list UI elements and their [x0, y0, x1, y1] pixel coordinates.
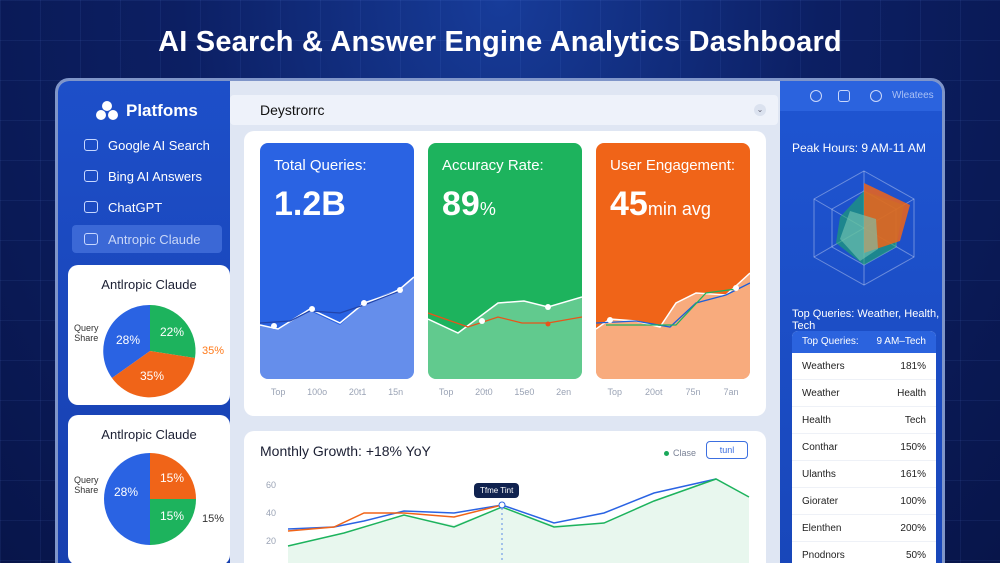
query-share-pie-chart [104, 453, 196, 545]
pie-value-orange: 35% [140, 369, 165, 383]
query-share-label: Query Share [74, 323, 99, 343]
peak-hours-radar-chart [813, 170, 915, 286]
pie-slice-orange [150, 453, 196, 499]
growth-title: Monthly Growth: +18% YoY [260, 443, 431, 459]
pie-slice-green [150, 499, 196, 545]
right-panel: Wleatees Peak Hours: 9 AM-11 AM Top Quer… [780, 81, 942, 563]
chevron-down-icon[interactable]: ⌄ [754, 104, 766, 116]
growth-filter-button[interactable]: tunl [706, 441, 748, 459]
right-panel-header-label: Wleatees [892, 90, 934, 101]
table-row[interactable]: Weather Health [792, 380, 936, 407]
platforms-logo-icon [96, 101, 118, 121]
pie-value-blue: 28% [116, 333, 141, 347]
sidebar-item-label: Bing AI Answers [108, 168, 202, 184]
kpi-label: Total Queries: [274, 157, 367, 174]
pie-card-title: Antlropic Claude [101, 427, 197, 442]
kpi-card-accuracy-rate[interactable]: Accuracy Rate: 89% [428, 143, 582, 379]
kpi-panel: Total Queries: 1.2B Accuracy Rate: 89% [244, 131, 766, 416]
dashboard-selector[interactable]: Deystrorrc ⌄ [230, 95, 778, 125]
kpi-label: User Engagement: [610, 157, 736, 174]
kpi-sparkline [260, 276, 414, 379]
sidebar-header: Platfoms [96, 101, 198, 121]
query-share-pie-card: Antlropic Claude Query Share 28% 22% 35%… [68, 265, 230, 405]
kpi-x-ticks: Top 20t0 15e0 2en [438, 387, 572, 397]
kpi-sparkline [596, 272, 750, 379]
right-panel-toolbar: Wleatees [780, 81, 942, 111]
kpi-sparkline [428, 296, 582, 379]
pie-slice-blue [104, 453, 150, 545]
top-queries-title: Top Queries: Weather, Health, Tech [792, 308, 940, 332]
table-row[interactable]: Giorater 100% [792, 488, 936, 515]
sidebar-item-google-ai-search[interactable]: Google AI Search [72, 131, 222, 159]
pie-value-orange: 15% [160, 471, 185, 485]
growth-line-chart [287, 478, 750, 563]
sidebar-item-label: Antropic Claude [108, 231, 201, 247]
dashboard-selector-label: Deystrorrc [260, 102, 325, 118]
monthly-growth-panel: Monthly Growth: +18% YoY Clase tunl 60 40… [244, 431, 766, 563]
settings-icon[interactable] [870, 90, 882, 102]
sidebar-item-chatgpt[interactable]: ChatGPT [72, 193, 222, 221]
document-icon [84, 233, 98, 245]
globe-icon[interactable] [810, 90, 822, 102]
page-title: AI Search & Answer Engine Analytics Dash… [158, 26, 842, 58]
growth-y-ticks: 6040200 [266, 480, 277, 546]
kpi-x-ticks: Top 20ot 75n 7an [607, 387, 739, 397]
pie-value-green: 15% [160, 509, 185, 523]
table-row[interactable]: Conthar 150% [792, 434, 936, 461]
kpi-value: 1.2B [274, 185, 346, 223]
peak-hours-title: Peak Hours: 9 AM-11 AM [792, 141, 926, 155]
pie-slice-green [150, 305, 196, 358]
kpi-x-ticks: Top 100o 20t1 15n [270, 387, 404, 397]
table-row[interactable]: Weathers 181% [792, 353, 936, 380]
sidebar-item-label: ChatGPT [108, 199, 163, 215]
sidebar-item-antropic-claude[interactable]: Antropic Claude [72, 225, 222, 253]
notification-icon[interactable] [838, 90, 850, 102]
pie-value-blue: 28% [114, 485, 139, 499]
sidebar-title: Platfoms [126, 101, 198, 120]
query-share-pie-chart [103, 304, 196, 398]
pie-card-title: Antlropic Claude [101, 277, 197, 292]
query-share-pie-card: Antlropic Claude Query Share 28% 15% 15%… [68, 415, 230, 563]
sidebar: Platfoms Google AI Search Bing AI Answer… [58, 81, 230, 563]
kpi-label: Accuracy Rate: [442, 157, 544, 174]
sidebar-item-bing-ai-answers[interactable]: Bing AI Answers [72, 162, 222, 190]
table-row[interactable]: Health Tech [792, 407, 936, 434]
growth-tooltip: Tfme Tint [474, 483, 520, 498]
pie-outside-label: 15% [202, 513, 225, 525]
table-header: Top Queries: 9 AM–Tech [792, 331, 936, 353]
kpi-value: 89% [442, 185, 496, 223]
dashboard-window: Platfoms Google AI Search Bing AI Answer… [55, 78, 945, 563]
top-queries-table: Top Queries: 9 AM–Tech Weathers 181% Weath… [792, 331, 936, 563]
chat-icon [84, 201, 98, 213]
sidebar-item-label: Google AI Search [108, 137, 210, 153]
message-icon [84, 139, 98, 151]
table-row[interactable]: Pnodnors 50% [792, 542, 936, 563]
table-row[interactable]: Elenthen 200% [792, 515, 936, 542]
pie-slice-orange [112, 351, 195, 398]
kpi-value: 45min avg [610, 185, 711, 223]
pie-value-green: 22% [160, 325, 185, 339]
growth-legend: Clase [664, 448, 696, 458]
pie-slice-blue [103, 304, 150, 378]
chat-icon [84, 170, 98, 182]
query-share-label: Query Share [74, 475, 99, 495]
pie-outside-label: 35% [202, 345, 225, 357]
kpi-card-total-queries[interactable]: Total Queries: 1.2B [260, 143, 414, 379]
kpi-card-user-engagement[interactable]: User Engagement: 45min avg [596, 143, 750, 379]
table-row[interactable]: Ulanths 161% [792, 461, 936, 488]
